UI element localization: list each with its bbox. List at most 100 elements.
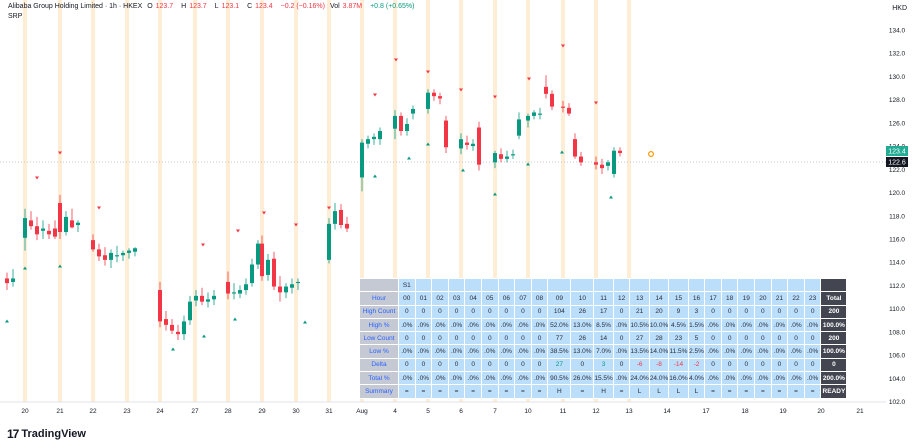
table-cell: .0% [754, 371, 772, 386]
row-total-cell: 200.0% [820, 371, 848, 386]
table-cell: 0 [787, 331, 805, 346]
time-tick-label: 14 [663, 408, 671, 415]
session-band [91, 0, 95, 402]
hour-header-cell: 10 [570, 291, 595, 306]
row-total-cell: 200 [820, 331, 848, 346]
session-band [627, 0, 631, 402]
price-tick-label: 116.0 [889, 236, 905, 243]
table-cell: 0 [720, 331, 739, 346]
table-row: Summary = = = = = = = = = H = H = L L L L = = = = = = = READY [359, 384, 848, 399]
table-cell: .0% [514, 317, 532, 333]
hour-header-cell: 01 [414, 291, 433, 306]
session-band [426, 0, 430, 402]
table-row: High % .0% .0% .0% .0% .0% .0% .0% .0% .0% 52.0% 13… [359, 317, 848, 333]
table-cell: 26.0% [570, 371, 595, 386]
row-total-cell: 100.0% [820, 317, 848, 333]
indicator-name[interactable]: SRP [8, 13, 23, 20]
table-cell: .0% [787, 371, 805, 386]
table-cell: 0 [612, 357, 631, 373]
symbol-title[interactable]: Alibaba Group Holding Limited · 1h · HKE… [8, 3, 143, 10]
buy-signal-marker [202, 334, 206, 338]
candle [532, 110, 536, 120]
sell-signal-marker [373, 93, 377, 97]
hour-header-cell: 17 [704, 291, 722, 306]
table-cell: 0 [398, 357, 416, 373]
time-tick-label: 11 [560, 408, 567, 415]
candle [70, 208, 74, 229]
table-cell: .0% [480, 344, 499, 359]
table-cell: 13.5% [629, 344, 650, 359]
candle [360, 139, 364, 192]
table-cell: 0 [754, 304, 772, 319]
session-band [526, 0, 530, 402]
table-cell: .0% [514, 344, 532, 359]
table-cell: .0% [754, 344, 772, 359]
sell-signal-marker [262, 211, 266, 215]
table-top-cell [612, 277, 631, 293]
table-cell: 13.0% [570, 317, 595, 333]
time-tick-label: 22 [89, 408, 97, 415]
price-tick-label: 118.0 [889, 213, 905, 220]
candle [378, 127, 382, 145]
table-cell: .0% [770, 317, 789, 333]
buy-signal-marker [526, 162, 530, 166]
candle [465, 135, 469, 150]
hour-header-cell: 06 [497, 291, 516, 306]
candle [561, 100, 565, 113]
candlestick-series [5, 75, 622, 340]
sell-signal-marker [561, 44, 565, 48]
table-cell: 0 [612, 304, 631, 319]
candle [612, 147, 616, 178]
table-top-cell [720, 277, 739, 293]
candle [76, 220, 80, 233]
table-cell: .0% [612, 317, 631, 333]
candle [47, 223, 51, 239]
candle [618, 147, 622, 157]
time-tick-label: 19 [779, 408, 787, 415]
table-cell: 0 [431, 331, 449, 346]
table-top-cell [464, 277, 482, 293]
candle [327, 218, 331, 264]
table-cell: 90.5% [547, 371, 572, 386]
table-row: Delta 0 0 0 0 0 0 0 0 0 27 0 3 0 -6 -8 -14 -2 0 0 0 0 0 0 0 0 [359, 357, 848, 373]
sell-signal-marker [426, 70, 430, 74]
table-cell: 0 [398, 331, 416, 346]
table-cell: .0% [447, 344, 466, 359]
candle [194, 290, 198, 307]
table-cell: 2.5% [687, 344, 706, 359]
session-band [158, 0, 162, 402]
hour-header-cell: 02 [431, 291, 449, 306]
table-cell: 14 [593, 331, 614, 346]
time-tick-label: 30 [292, 408, 300, 415]
price-tick-label: 102.0 [889, 399, 906, 406]
table-top-cell [770, 277, 789, 293]
table-cell: 26 [570, 331, 595, 346]
table-cell: 21 [629, 304, 650, 319]
table-cell: .0% [770, 371, 789, 386]
table-top-cell [570, 277, 595, 293]
price-tick-label: 112.0 [889, 283, 905, 290]
candle [53, 220, 57, 239]
table-cell: 0 [447, 304, 466, 319]
table-cell: 13.0% [570, 344, 595, 359]
hour-header-cell: 11 [593, 291, 614, 306]
table-cell: 14.0% [648, 344, 670, 359]
table-cell: 0 [704, 304, 722, 319]
candle [399, 112, 403, 136]
sell-signal-marker [201, 243, 205, 247]
time-tick-label: 21 [56, 408, 64, 415]
table-cell: 0 [447, 331, 466, 346]
tradingview-logo[interactable]: 17 TradingView [7, 427, 86, 441]
table-cell: 0 [514, 357, 532, 373]
reference-price-label: 122.6 [886, 157, 908, 167]
table-top-total-cell [820, 277, 848, 293]
sell-signal-marker [527, 77, 531, 81]
total-header-cell: Total [820, 291, 848, 306]
candle [594, 156, 598, 170]
table-cell: H [547, 384, 572, 399]
candle [97, 243, 101, 262]
candle [296, 278, 300, 291]
table-cell: 77 [547, 331, 572, 346]
table-top-cell [754, 277, 772, 293]
